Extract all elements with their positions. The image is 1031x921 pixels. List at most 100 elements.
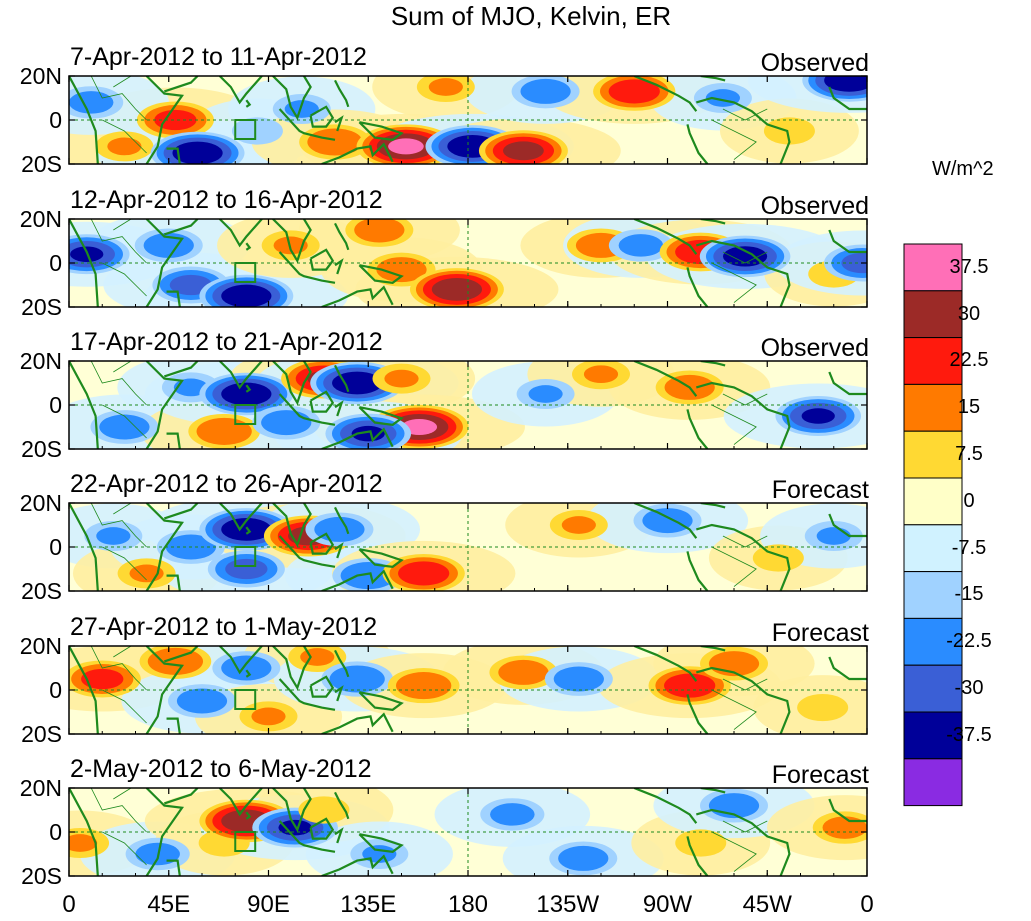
border-segment (90, 76, 147, 121)
anomaly-cell (252, 405, 321, 440)
colorbar (903, 243, 963, 807)
contour-band (231, 117, 283, 145)
anomaly-cell (416, 76, 475, 103)
contour-band (388, 138, 424, 155)
country-borders (90, 503, 768, 587)
lat-tick-label: 20N (19, 490, 62, 516)
anomaly-cell (136, 101, 214, 139)
border-segment (90, 219, 147, 264)
panel-kind-label: Observed (760, 334, 869, 362)
border-segment (711, 689, 757, 730)
coastline-segment (309, 390, 335, 413)
coastline-segment (145, 76, 184, 164)
contour-band (498, 659, 549, 685)
panel-kind-label: Observed (760, 49, 869, 77)
panel-date-label: 12-Apr-2012 to 16-Apr-2012 (70, 186, 383, 214)
colorbar-swatch (903, 758, 963, 807)
coastline-segment (145, 503, 184, 591)
border-segment (90, 788, 147, 833)
coastline-segment (69, 788, 99, 876)
anomaly-cell (207, 550, 285, 588)
panel-date-label: 2-May-2012 to 6-May-2012 (70, 755, 372, 783)
colorbar-level-label: 7.5 (955, 443, 983, 465)
contour-band (618, 234, 664, 257)
contour-band (307, 128, 363, 156)
lat-tick-label: 20S (21, 721, 62, 747)
anomaly-cell (700, 646, 768, 681)
coastline-segment (334, 364, 350, 393)
anomaly-cell (117, 558, 176, 589)
contour-band (561, 516, 596, 534)
contour-band (314, 516, 365, 542)
coastline-segment (272, 503, 312, 548)
anomaly-cell (480, 798, 545, 831)
contour-band (490, 803, 535, 826)
anomaly-cell (84, 520, 143, 552)
coastline-segment (321, 569, 394, 591)
coastline-segment (145, 788, 184, 876)
anomaly-cell (516, 378, 575, 410)
contour-band (221, 284, 272, 307)
coastline-segment (828, 229, 867, 254)
coastline-segment (686, 694, 709, 734)
coastline-segment (163, 76, 199, 93)
coastline-segment (145, 646, 184, 734)
border-segment (102, 546, 147, 581)
coastline-segment (278, 820, 336, 853)
contour-band (822, 816, 867, 839)
contour-band (69, 834, 98, 852)
lat-tick-label: 0 (49, 392, 62, 418)
coastline-segment (696, 523, 791, 591)
coastline-segment (696, 808, 791, 876)
panel-date-label: 17-Apr-2012 to 21-Apr-2012 (70, 328, 383, 356)
anomaly-cell (382, 554, 465, 591)
anomaly-cell (675, 829, 727, 857)
anomaly-cell (69, 660, 141, 698)
country-borders (90, 646, 768, 730)
anomaly-cell (511, 76, 580, 109)
anomaly-cell (231, 117, 283, 145)
coastline-segment (334, 222, 350, 251)
coastline-segment (358, 691, 404, 711)
colorbar-swatch (903, 430, 963, 479)
coastline-segment (633, 788, 698, 824)
coastline-segment (633, 646, 698, 682)
coastline-segment (334, 79, 350, 108)
colorbar-level-label: -37.5 (946, 723, 992, 746)
coastline-segment (69, 503, 99, 591)
colorbar-title: W/m^2 (932, 158, 994, 180)
contour-band (384, 369, 419, 388)
coastline-segment (686, 836, 709, 876)
coastline-segment (166, 574, 181, 591)
colorbar-level-label: 0 (963, 489, 975, 512)
coastline-segment (272, 76, 312, 121)
coastline-segment (218, 76, 263, 105)
border-segment (90, 646, 147, 691)
lat-tick-label: 20N (19, 63, 62, 89)
coastline-segment (218, 219, 263, 248)
anomaly-cell (387, 668, 460, 704)
contour-band (176, 688, 228, 714)
coastline-segment (686, 267, 709, 307)
coastline-segment (166, 147, 181, 164)
contour-band (196, 417, 252, 445)
panel-5 (68, 645, 868, 735)
contour-band (528, 385, 563, 403)
coastline-segment (278, 678, 336, 711)
coastline-segment (145, 361, 184, 449)
contour-band (396, 672, 452, 700)
coastline-segment (163, 361, 199, 378)
coastline-segment (686, 551, 709, 591)
lat-tick-label: 0 (49, 819, 62, 845)
anomaly-cell (188, 413, 261, 449)
anomaly-cell (168, 684, 236, 718)
coastline-segment (828, 86, 867, 111)
anomaly-cell (763, 117, 815, 145)
coastline-segment (309, 532, 335, 555)
anomaly-cell (409, 268, 504, 307)
coastlines (69, 361, 867, 449)
border-segment (102, 119, 147, 154)
lat-tick-label: 20S (21, 294, 62, 320)
border-segment (722, 393, 768, 406)
